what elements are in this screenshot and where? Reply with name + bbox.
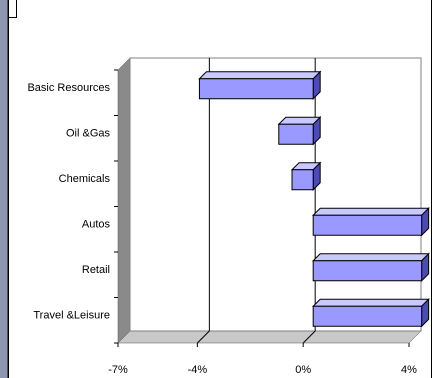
bar-top (198, 71, 322, 80)
bar (198, 78, 314, 100)
x-tick-label: -4% (188, 364, 208, 376)
chart-walls (117, 57, 422, 344)
gridline-floor (302, 330, 316, 344)
bar (291, 169, 314, 191)
bar (312, 305, 423, 327)
category-label: Basic Resources (27, 82, 110, 94)
bar (312, 260, 423, 282)
chart-gridlines (114, 58, 410, 347)
side-wall (117, 57, 131, 344)
category-label: Autos (82, 218, 111, 230)
category-label: Oil &Gas (66, 127, 111, 139)
category-labels: Basic Resources Oil &Gas Chemicals Autos Ret… (27, 82, 110, 322)
x-tick-label: 0% (295, 364, 311, 376)
left-window-strip (0, 0, 8, 378)
chart-bars (198, 70, 430, 328)
category-label: Chemicals (59, 173, 111, 185)
bar (312, 214, 423, 236)
top-corner-frame (8, 0, 17, 18)
back-wall (129, 57, 422, 332)
bar-top (311, 298, 430, 307)
floor-wall (117, 330, 422, 344)
x-tick-label: 4% (401, 364, 417, 376)
x-tick-label: -7% (108, 364, 128, 376)
category-label: Retail (82, 264, 110, 276)
x-tick-labels: -7% -4% 0% 4% (108, 364, 417, 376)
category-label: Travel &Leisure (33, 309, 110, 321)
bar-top (311, 207, 430, 216)
bar (278, 123, 314, 145)
bar-top (311, 253, 430, 262)
gridline-floor (197, 330, 210, 344)
